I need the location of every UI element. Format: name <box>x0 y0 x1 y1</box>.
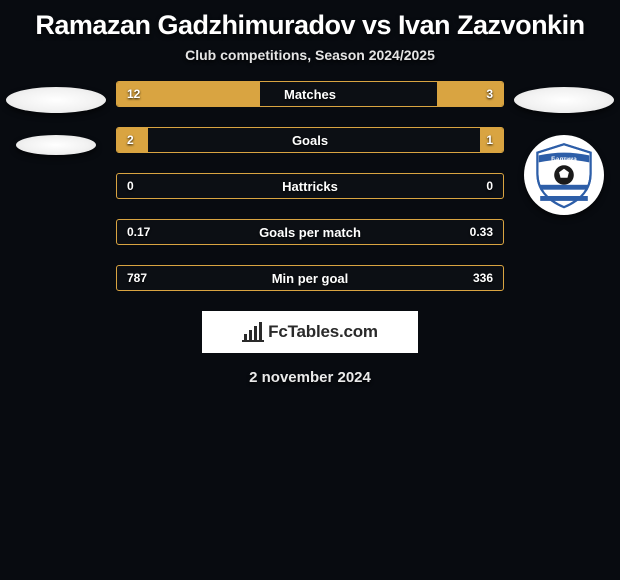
fctables-logo-text: FcTables.com <box>268 322 378 342</box>
fctables-logo[interactable]: FcTables.com <box>202 311 418 353</box>
left-side <box>6 81 106 155</box>
left-club-logo-placeholder <box>16 135 96 155</box>
bar-chart-icon <box>242 322 264 342</box>
right-side: Балтика <box>514 81 614 215</box>
stat-bar-fill-mid <box>260 82 438 106</box>
stat-bar: Goals21 <box>116 127 504 153</box>
stat-bar: Hattricks00 <box>116 173 504 199</box>
stat-bars: Matches123 Goals21 Hattricks00 Goals per ma… <box>116 81 504 291</box>
right-player-avatar-placeholder <box>514 87 614 113</box>
stat-bar-fill-mid <box>117 266 503 290</box>
stat-bar-fill-left <box>117 82 260 106</box>
stat-bar: Matches123 <box>116 81 504 107</box>
subtitle: Club competitions, Season 2024/2025 <box>0 47 620 81</box>
stat-bar-fill-left <box>117 128 148 152</box>
comparison-main: Matches123 Goals21 Hattricks00 Goals per ma… <box>0 81 620 291</box>
club-name-text: Балтика <box>551 156 577 163</box>
right-club-logo: Балтика <box>524 135 604 215</box>
stat-bar-fill-mid <box>117 174 503 198</box>
stat-bar: Goals per match0.170.33 <box>116 219 504 245</box>
stat-bar-fill-mid <box>148 128 480 152</box>
date-text: 2 november 2024 <box>0 353 620 386</box>
baltika-shield-icon: Балтика <box>529 140 599 210</box>
stat-bar-fill-right <box>437 82 503 106</box>
left-player-avatar-placeholder <box>6 87 106 113</box>
stat-bar-fill-right <box>480 128 503 152</box>
stat-bar-fill-mid <box>117 220 503 244</box>
page-title: Ramazan Gadzhimuradov vs Ivan Zazvonkin <box>0 0 620 47</box>
stat-bar: Min per goal787336 <box>116 265 504 291</box>
